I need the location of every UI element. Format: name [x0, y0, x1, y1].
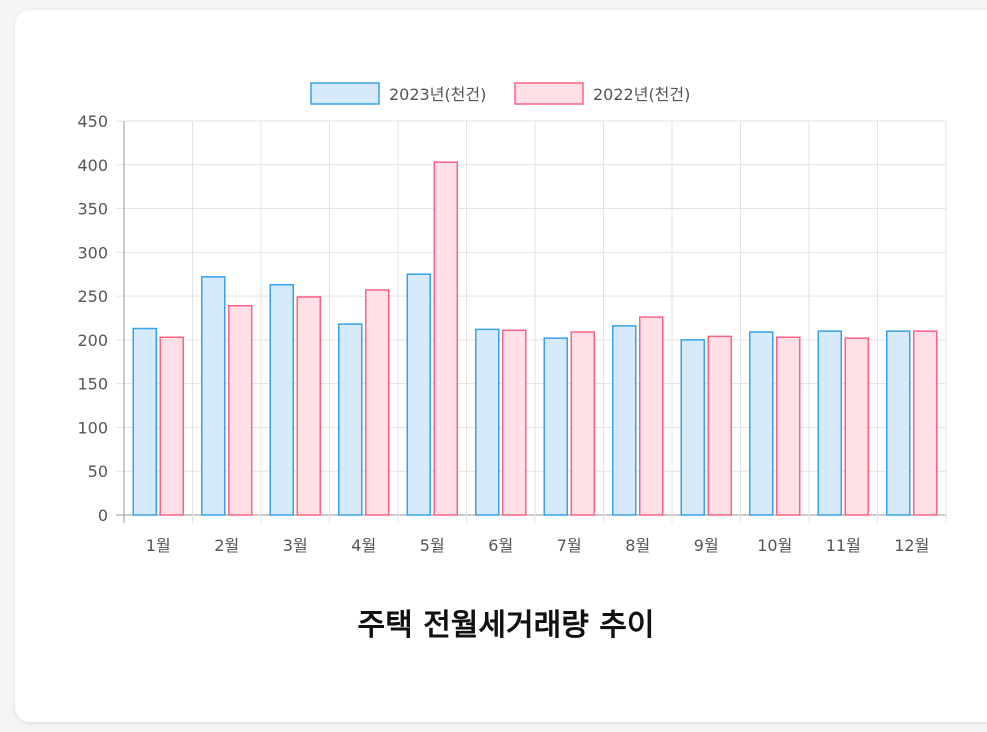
x-tick-label: 8월: [625, 536, 650, 555]
bar-series-2[interactable]: [502, 329, 527, 516]
bars: [132, 161, 938, 516]
chart-title: 주택 전월세거래량 추이: [357, 608, 655, 643]
y-axis-ticks: 0 50 100 150 200 250 300 350 400 450: [77, 112, 108, 525]
legend-swatch[interactable]: [514, 82, 584, 105]
x-tick-label: 5월: [420, 536, 445, 555]
x-tick-label: 4월: [351, 536, 376, 555]
legend-swatch[interactable]: [310, 82, 380, 105]
y-tick-label: 0: [98, 506, 108, 525]
x-tick-label: 3월: [283, 536, 308, 555]
bar-series-2[interactable]: [639, 316, 664, 516]
bar-series-1[interactable]: [817, 330, 842, 516]
x-tick-label: 2월: [214, 536, 239, 555]
bar-series-2[interactable]: [433, 161, 458, 516]
bar-series-2[interactable]: [159, 336, 184, 516]
bar-series-1[interactable]: [749, 331, 774, 516]
bar-series-1[interactable]: [132, 327, 157, 516]
bar-series-1[interactable]: [406, 273, 431, 516]
y-tick-label: 100: [77, 418, 108, 437]
x-tick-label: 6월: [488, 536, 513, 555]
x-tick-label: 1월: [146, 536, 171, 555]
legend: 2023년(천건) 2022년(천건): [310, 82, 690, 105]
bar-series-2[interactable]: [228, 304, 253, 516]
bar-series-1[interactable]: [886, 330, 911, 516]
legend-label[interactable]: 2023년(천건): [389, 85, 486, 104]
y-tick-label: 400: [77, 156, 108, 175]
y-tick-label: 300: [77, 243, 108, 262]
y-tick-label: 200: [77, 331, 108, 350]
bar-series-2[interactable]: [913, 330, 938, 516]
x-tick-label: 11월: [826, 536, 861, 555]
bar-series-1[interactable]: [475, 328, 500, 516]
y-tick-label: 350: [77, 200, 108, 219]
legend-label[interactable]: 2022년(천건): [593, 85, 690, 104]
bar-series-2[interactable]: [296, 296, 321, 516]
y-tick-label: 50: [88, 462, 108, 481]
bar-series-2[interactable]: [844, 337, 869, 516]
bar-series-1[interactable]: [612, 325, 637, 516]
y-tick-label: 250: [77, 287, 108, 306]
y-tick-label: 150: [77, 375, 108, 394]
bar-series-1[interactable]: [680, 339, 705, 516]
bar-series-1[interactable]: [543, 337, 568, 516]
bar-series-1[interactable]: [338, 323, 363, 516]
x-axis-ticks: 1월 2월 3월 4월 5월 6월 7월 8월 9월 10월 11월 12월: [146, 536, 930, 555]
bar-series-2[interactable]: [707, 335, 732, 516]
x-tick-label: 10월: [757, 536, 792, 555]
bar-series-1[interactable]: [201, 276, 226, 516]
x-tick-label: 7월: [557, 536, 582, 555]
x-tick-label: 12월: [894, 536, 929, 555]
bar-series-1[interactable]: [269, 283, 294, 516]
bar-series-2[interactable]: [570, 331, 595, 516]
y-tick-label: 450: [77, 112, 108, 131]
bar-series-2[interactable]: [776, 336, 801, 516]
bar-series-2[interactable]: [365, 289, 390, 516]
x-tick-label: 9월: [694, 536, 719, 555]
